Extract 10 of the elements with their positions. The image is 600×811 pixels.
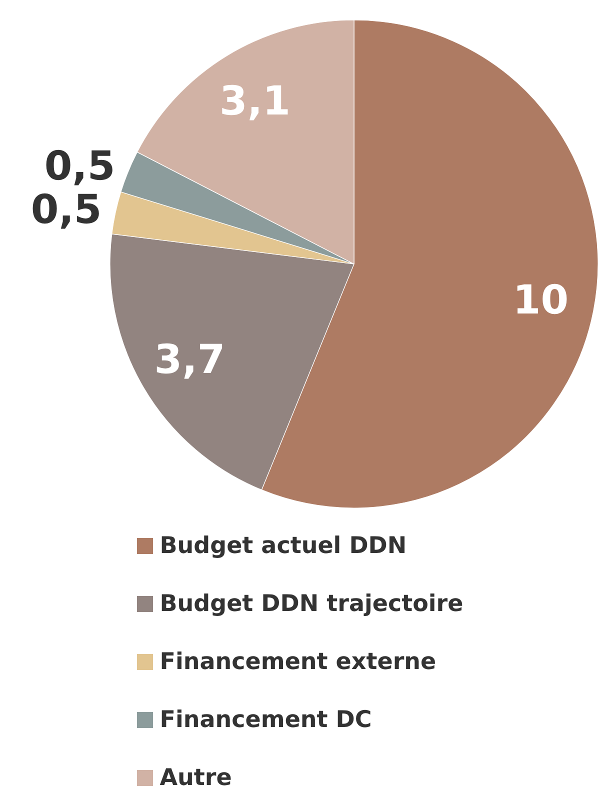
legend-label: Financement externe — [160, 649, 436, 675]
legend-label: Autre — [160, 765, 232, 791]
data-label: 10 — [512, 278, 569, 324]
data-label: 3,7 — [154, 337, 226, 384]
legend-label: Budget DDN trajectoire — [160, 591, 464, 617]
legend-label: Budget actuel DDN — [160, 533, 407, 559]
data-label: 3,1 — [220, 78, 290, 124]
data-label: 0,5 — [44, 143, 116, 190]
data-label: 0,5 — [30, 186, 102, 233]
legend-label: Financement DC — [160, 707, 372, 733]
